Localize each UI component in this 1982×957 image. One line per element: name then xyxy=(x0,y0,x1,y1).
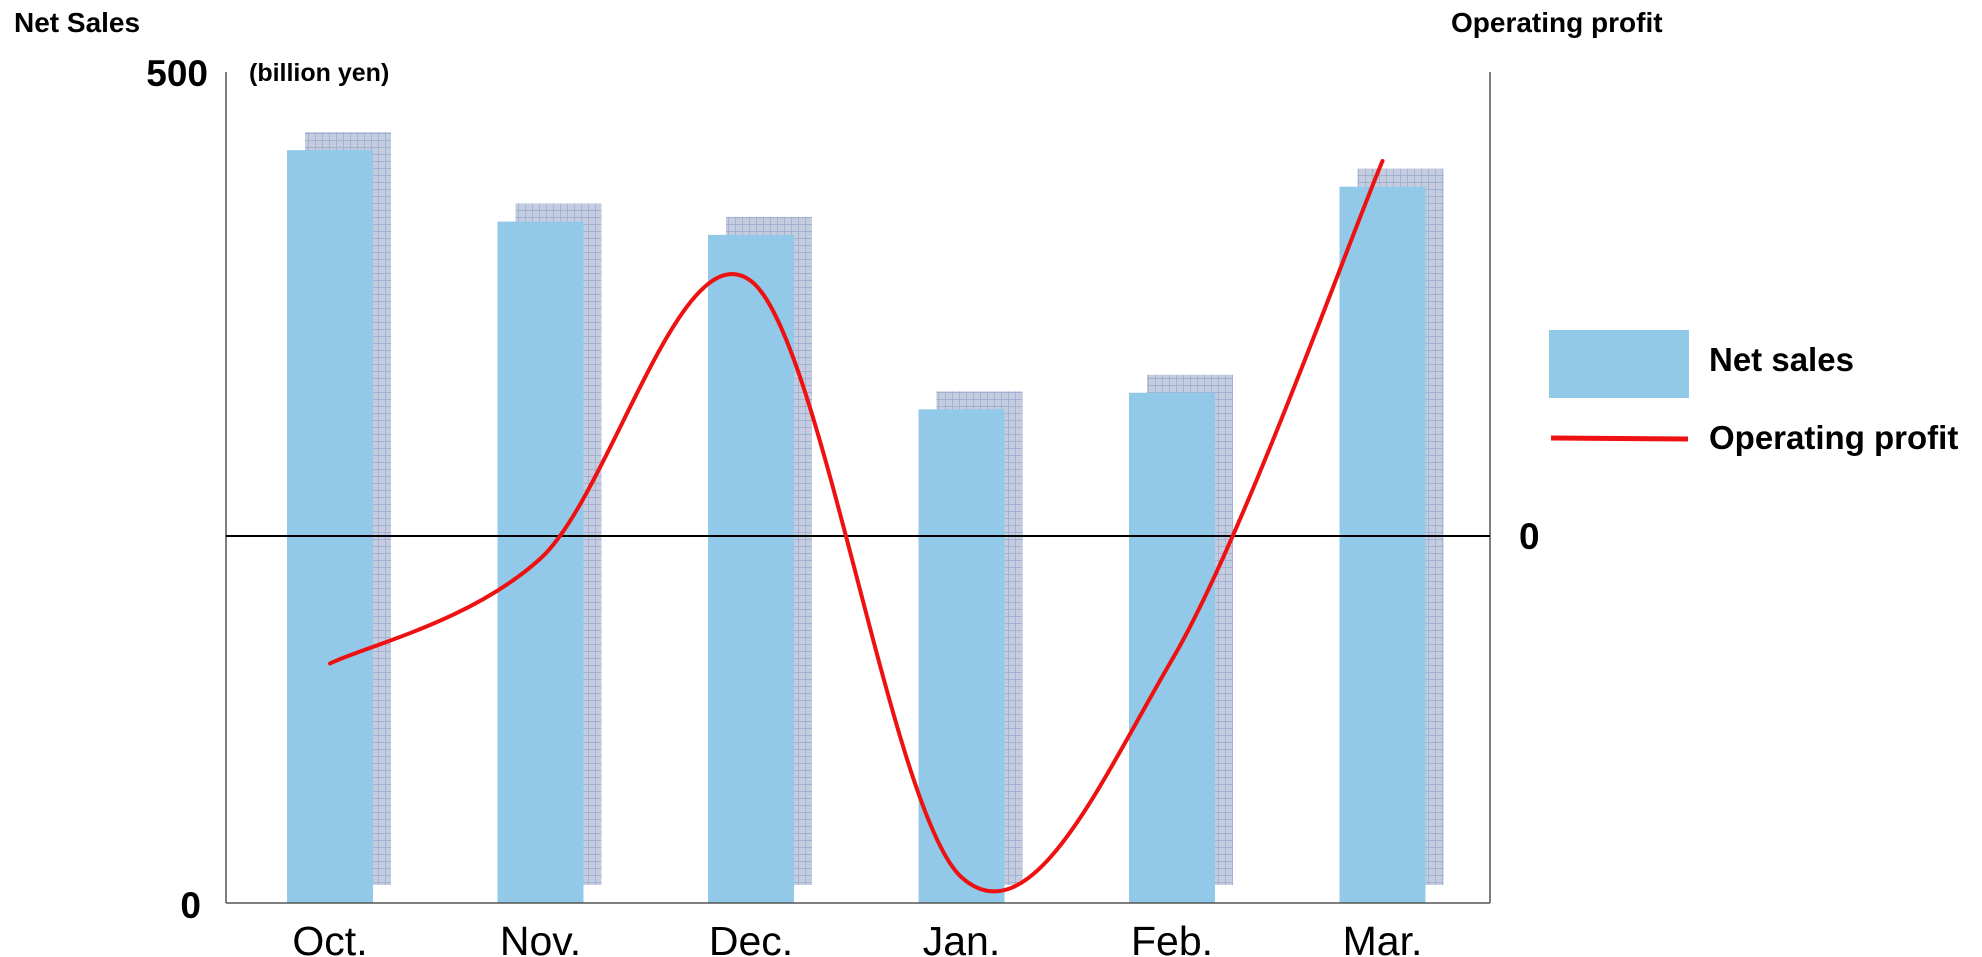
right-axis-title: Operating profit xyxy=(1451,7,1663,38)
x-tick-label-oct: Oct. xyxy=(292,918,367,957)
bar-net-sales-dec xyxy=(708,234,794,904)
bar-net-sales-oct xyxy=(287,150,373,903)
left-tick-0: 0 xyxy=(180,885,201,926)
unit-label: (billion yen) xyxy=(249,59,389,87)
legend-label-operating-profit: Operating profit xyxy=(1709,419,1958,456)
left-tick-500: 500 xyxy=(146,53,208,94)
legend-swatch-net-sales xyxy=(1549,330,1689,398)
x-labels-layer: Oct. Nov. Dec. Jan. Feb. Mar. xyxy=(292,918,1422,957)
legend: Net sales Operating profit xyxy=(1549,330,1958,456)
left-axis-title: Net Sales xyxy=(14,7,140,38)
x-tick-label-jan: Jan. xyxy=(923,918,1001,957)
legend-swatch-operating-profit xyxy=(1550,435,1689,442)
bar-net-sales-jan xyxy=(918,409,1005,903)
x-tick-label-dec: Dec. xyxy=(709,918,793,957)
legend-label-net-sales: Net sales xyxy=(1709,341,1854,378)
x-tick-label-nov: Nov. xyxy=(500,918,581,957)
bar-net-sales-mar xyxy=(1339,186,1426,904)
x-tick-label-mar: Mar. xyxy=(1343,918,1423,957)
bar-net-sales-nov xyxy=(497,221,584,903)
operating-profit-line xyxy=(328,159,1385,894)
bar-net-sales-feb xyxy=(1129,392,1215,903)
bars-layer xyxy=(287,132,1444,904)
x-tick-label-feb: Feb. xyxy=(1131,918,1213,957)
right-tick-0: 0 xyxy=(1519,516,1540,557)
